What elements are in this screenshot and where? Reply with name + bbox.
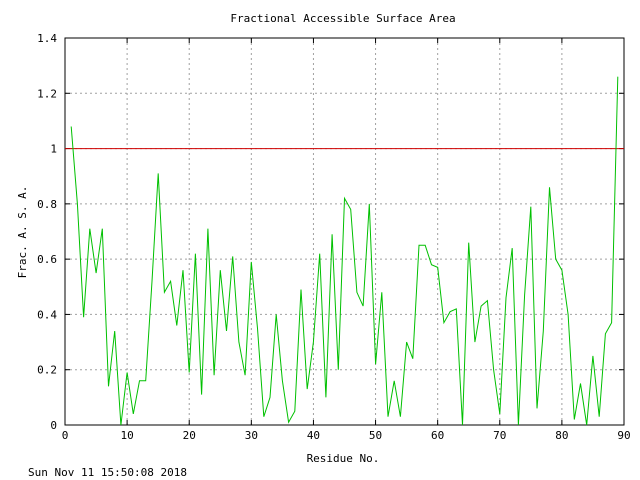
x-tick-label: 10 [120,429,133,442]
x-tick-label: 30 [245,429,258,442]
y-axis-label: Frac. A. S. A. [16,186,29,279]
x-axis-label: Residue No. [307,452,380,465]
x-tick-label: 0 [62,429,69,442]
x-tick-label: 90 [617,429,630,442]
y-tick-label: 1.4 [37,32,57,45]
plot-frame [64,37,625,426]
x-tick-label: 60 [431,429,444,442]
x-tick-label: 70 [493,429,506,442]
x-tick-label: 80 [555,429,568,442]
series-line [70,76,619,426]
y-tick-label: 0.4 [37,308,57,321]
timestamp: Sun Nov 11 15:50:08 2018 [28,466,187,479]
x-tick-label: 20 [183,429,196,442]
axis-ticks: 0 10 20 30 40 50 60 70 80 90 0 0.2 0.4 0.6 0.8 1 1.2 1.4 [37,32,631,442]
y-tick-label: 0.8 [37,198,57,211]
chart-title: Fractional Accessible Surface Area [230,12,455,25]
y-tick-label: 1.2 [37,87,57,100]
y-tick-label: 0.6 [37,253,57,266]
x-tick-label: 50 [369,429,382,442]
x-tick-label: 40 [307,429,320,442]
y-tick-label: 0.2 [37,364,57,377]
y-tick-label: 1 [50,143,57,156]
series-layer [70,76,619,426]
y-tick-label: 0 [50,419,57,432]
